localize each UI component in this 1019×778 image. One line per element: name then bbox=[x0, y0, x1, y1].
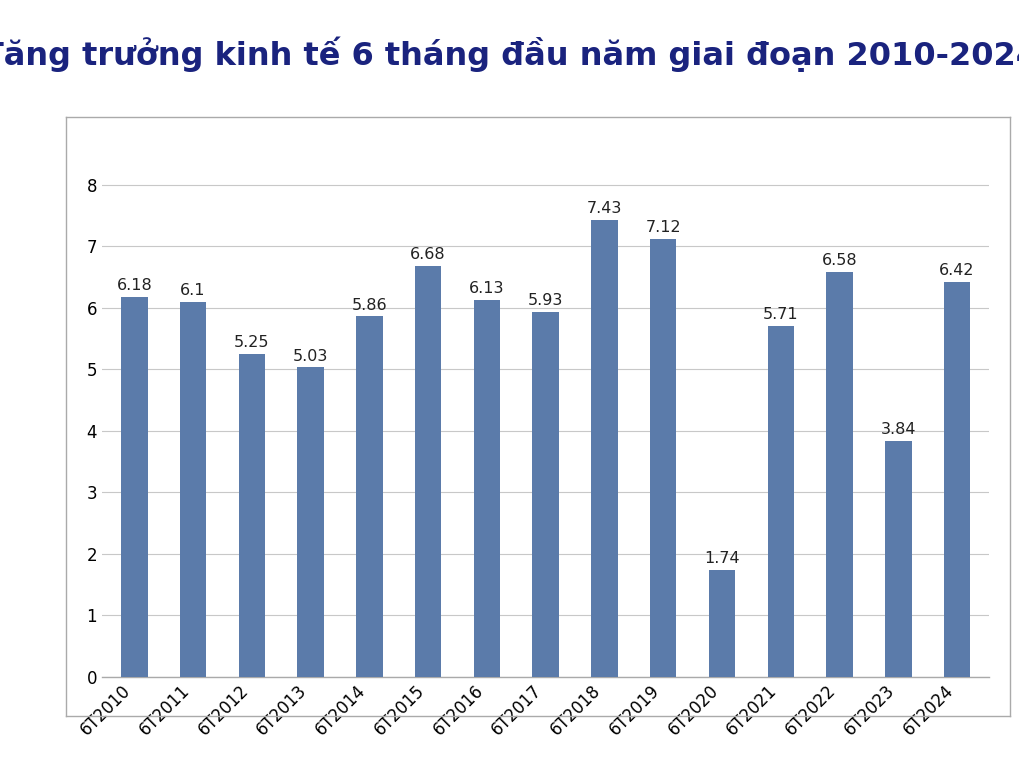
Bar bbox=[415, 266, 441, 677]
Text: 5.25: 5.25 bbox=[234, 335, 269, 350]
Bar bbox=[121, 296, 148, 677]
Bar bbox=[473, 300, 499, 677]
Bar bbox=[649, 239, 676, 677]
Text: 5.03: 5.03 bbox=[292, 349, 328, 364]
Text: 5.71: 5.71 bbox=[762, 307, 798, 322]
Text: 1.74: 1.74 bbox=[703, 551, 739, 566]
Text: 3.84: 3.84 bbox=[879, 422, 915, 437]
Bar bbox=[708, 569, 735, 677]
Text: 7.12: 7.12 bbox=[645, 220, 681, 235]
Text: 7.43: 7.43 bbox=[586, 201, 622, 216]
Text: 5.93: 5.93 bbox=[528, 293, 562, 308]
Text: 6.58: 6.58 bbox=[821, 254, 857, 268]
Text: 6.18: 6.18 bbox=[116, 278, 152, 293]
Bar bbox=[591, 220, 618, 677]
Bar bbox=[532, 312, 558, 677]
Text: 6.1: 6.1 bbox=[180, 283, 206, 298]
Text: Tăng trưởng kinh tế 6 tháng đầu năm giai đoạn 2010-2024: Tăng trưởng kinh tế 6 tháng đầu năm giai… bbox=[0, 37, 1019, 72]
Text: 6.13: 6.13 bbox=[469, 281, 504, 296]
Bar bbox=[884, 440, 911, 677]
Bar bbox=[766, 326, 793, 677]
Bar bbox=[943, 282, 969, 677]
Text: 5.86: 5.86 bbox=[352, 298, 387, 313]
Text: 6.42: 6.42 bbox=[938, 263, 974, 279]
Text: 6.68: 6.68 bbox=[410, 247, 445, 262]
Bar bbox=[238, 354, 265, 677]
Bar bbox=[825, 272, 852, 677]
Bar bbox=[356, 317, 382, 677]
Bar bbox=[298, 367, 324, 677]
Bar bbox=[179, 302, 206, 677]
